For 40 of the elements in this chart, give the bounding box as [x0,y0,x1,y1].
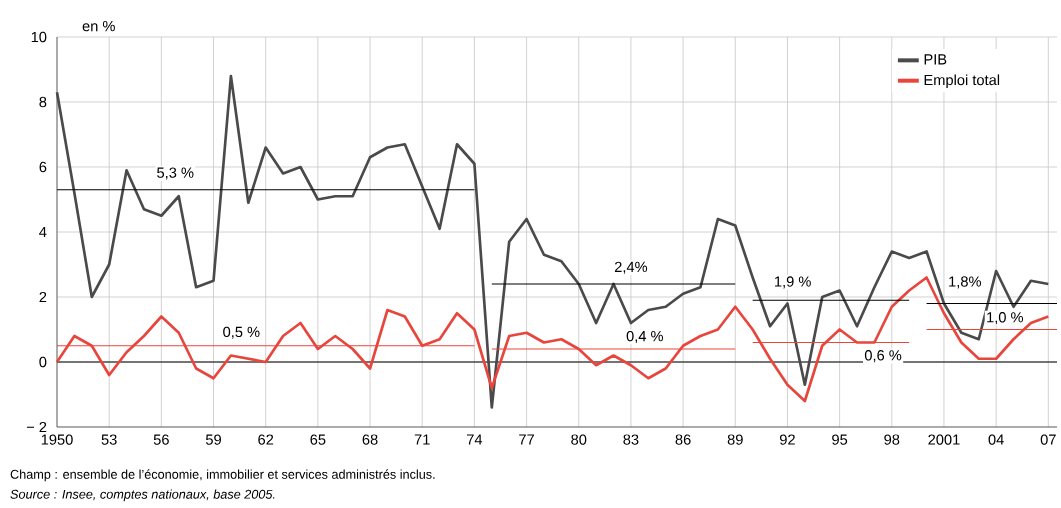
text: Champ : ensemble de l’économie, immobilier et services administrés inclus. [10,469,435,482]
x-tick-label: 62 [258,434,274,445]
x-tick-label: 07 [1040,434,1056,445]
x-tick-label: 1950 [41,434,73,445]
x-tick-label: 86 [675,434,691,445]
x-tick-label: 65 [310,434,326,445]
x-tick-label: 53 [101,434,117,445]
x-tick-label: 74 [466,434,483,445]
annotation: 1,8% [949,276,982,289]
y-tick-label: 0 [39,356,47,368]
y-tick-label: 4 [39,226,47,238]
x-tick-label: 04 [988,434,1004,445]
x-tick-label: 2001 [928,434,960,445]
x-tick-label: 89 [727,434,743,445]
x-tick-label: 95 [832,434,848,445]
y-tick-label: 8 [39,96,47,108]
y-tick-label: 6 [39,161,47,173]
annotation: 0,6 % [864,350,902,363]
y-tick-label: 2 [39,291,47,303]
x-tick-label: 98 [884,434,900,445]
y-tick-label: 10 [31,31,47,43]
x-tick-label: 77 [519,434,534,445]
x-tick-label: 92 [779,434,795,445]
y-tick-label: − 2 [26,421,47,433]
x-tick-label: 80 [571,434,587,445]
legend-label: PIB [924,54,947,65]
annotation: 1,0 % [987,312,1024,325]
x-tick-label: 56 [153,434,169,445]
x-tick-label: 68 [362,434,378,445]
y-axis-title: en % [82,20,115,32]
annotation: 2,4% [614,261,648,274]
x-tick-label: 83 [623,434,639,445]
x-tick-label: 71 [414,434,430,445]
text: Source : Insee, comptes nationaux, base 2005. [10,489,275,502]
legend-label: Emploi total [924,74,1000,89]
annotation: 5,3 % [157,167,194,180]
x-tick-label: 59 [205,434,221,445]
annotation: 0,4 % [626,330,664,344]
annotation: 1,9 % [775,276,811,289]
annotation: 0,5 % [223,326,260,339]
